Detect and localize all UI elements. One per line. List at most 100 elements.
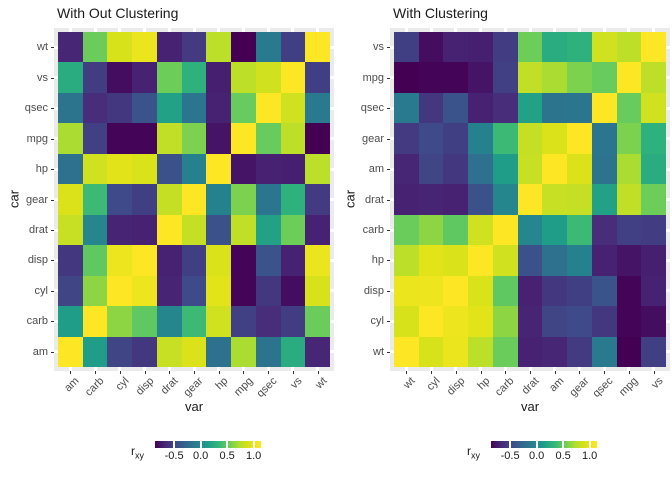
x-tick-label: qsec [590,375,616,400]
x-tick-label: mpg [231,375,255,399]
heatmap-cell [591,184,617,215]
heatmap-cell [82,32,108,63]
heatmap-cell [567,306,592,337]
heatmap-cell [517,92,543,124]
heatmap-cell [206,214,232,246]
heatmap-cell [58,275,83,307]
heatmap-cell [517,275,543,307]
heatmap-cell [206,32,232,63]
heatmap-cell [567,123,592,154]
heatmap-cell [468,32,493,63]
heatmap-cell [181,306,207,337]
heatmap-cell [418,153,444,185]
heatmap-cell [418,123,444,154]
heatmap-cell [82,153,108,185]
heatmap-cell [517,306,543,337]
heatmap-cell [280,245,306,276]
y-tick-mark [51,352,54,353]
heatmap-cell [492,123,518,154]
heatmap-cell [82,275,108,307]
heatmap-cell [107,214,133,246]
heatmap-cell [255,306,281,337]
heatmap-cell [542,153,568,185]
heatmap-cell [82,92,108,124]
heatmap-cell [517,123,543,154]
x-tick-label: hp [213,375,231,393]
heatmap-cell [58,214,83,246]
heatmap-cell [305,153,330,185]
heatmap-cell [280,214,306,246]
y-tick-mark [387,139,390,140]
heatmap-cell [107,336,133,367]
x-tick-mark [505,371,506,374]
heatmap-cell [443,62,469,93]
heatmap-cell [107,123,133,154]
heatmap-cell [641,123,666,154]
heatmap-cell [181,32,207,63]
x-axis-title: var [520,399,540,414]
heatmap-cell [156,184,182,215]
heatmap-cell [616,32,642,63]
heatmap-cell [542,184,568,215]
heatmap-cell [567,336,592,367]
x-tick-mark [555,371,556,374]
heatmap-cell [82,214,108,246]
heatmap-cell [58,306,83,337]
heatmap-cell [641,214,666,246]
heatmap-cell [231,184,256,215]
heatmap-cell [616,62,642,93]
heatmap-cell [231,92,256,124]
heatmap-cell [517,62,543,93]
heatmap-cell [468,184,493,215]
heatmap-cell [231,336,256,367]
heatmap-cell [468,275,493,307]
heatmap-cell [181,245,207,276]
heatmap-cell [305,32,330,63]
heatmap-cell [591,214,617,246]
y-tick-label: hp [35,163,48,175]
y-tick-mark [387,169,390,170]
y-tick-mark [387,230,390,231]
heatmap-cell [517,32,543,63]
heatmap-cell [280,123,306,154]
heatmap-cell [107,153,133,185]
y-tick-label: qsec [360,102,384,115]
x-tick-mark [95,371,96,374]
heatmap-cell [132,245,157,276]
x-tick-mark [70,371,71,374]
x-tick-label: disp [133,375,156,398]
heatmap-cell [82,123,108,154]
x-tick-label: gear [566,375,591,400]
heatmap-cell [156,153,182,185]
y-tick-label: wt [373,345,384,358]
heatmap-cell [107,32,133,63]
heatmap-cell [280,153,306,185]
heatmap-cell [641,32,666,63]
heatmap-cell [492,62,518,93]
heatmap-cell [468,214,493,246]
y-tick-label: cyl [34,284,48,297]
heatmap-cell [567,62,592,93]
heatmap-cell [255,184,281,215]
heatmap-cell [305,184,330,215]
heatmap-cell [107,245,133,276]
y-tick-label: am [32,345,48,358]
heatmap-cell [616,275,642,307]
heatmap-cell [58,245,83,276]
heatmap-cell [82,336,108,367]
heatmap-cell [280,275,306,307]
heatmap-cell [492,245,518,276]
heatmap-cell [418,306,444,337]
heatmap-cell [443,32,469,63]
y-tick-label: carb [26,315,48,328]
heatmap-cell [394,336,419,367]
heatmap-cell [58,92,83,124]
heatmap-cell [206,336,232,367]
heatmap-cell [132,32,157,63]
heatmap-cell [181,153,207,185]
colorbar-gradient [155,441,261,448]
heatmap-cell [280,184,306,215]
heatmap-cell [132,275,157,307]
heatmap-cell [591,32,617,63]
heatmap-cell [156,275,182,307]
